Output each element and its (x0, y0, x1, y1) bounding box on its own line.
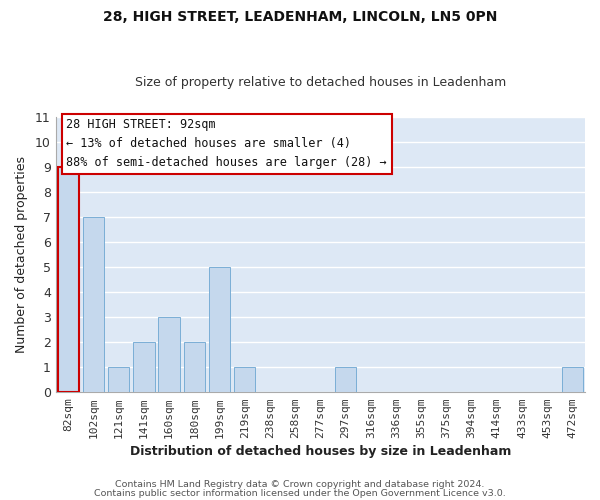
Title: Size of property relative to detached houses in Leadenham: Size of property relative to detached ho… (135, 76, 506, 90)
Bar (83, 217, 104, 392)
Y-axis label: Number of detached properties: Number of detached properties (15, 156, 28, 353)
Text: 28 HIGH STREET: 92sqm
← 13% of detached houses are smaller (4)
88% of semi-detac: 28 HIGH STREET: 92sqm ← 13% of detached … (66, 118, 387, 170)
Bar (234, 367, 256, 392)
Bar (158, 317, 180, 392)
Text: Contains HM Land Registry data © Crown copyright and database right 2024.: Contains HM Land Registry data © Crown c… (115, 480, 485, 489)
Bar (335, 367, 356, 392)
Text: 28, HIGH STREET, LEADENHAM, LINCOLN, LN5 0PN: 28, HIGH STREET, LEADENHAM, LINCOLN, LN5… (103, 10, 497, 24)
Bar (58, 167, 79, 392)
Bar (562, 367, 583, 392)
Bar (108, 367, 130, 392)
Bar (133, 342, 155, 392)
Bar (209, 267, 230, 392)
Text: Contains public sector information licensed under the Open Government Licence v3: Contains public sector information licen… (94, 488, 506, 498)
Bar (184, 342, 205, 392)
X-axis label: Distribution of detached houses by size in Leadenham: Distribution of detached houses by size … (130, 444, 511, 458)
